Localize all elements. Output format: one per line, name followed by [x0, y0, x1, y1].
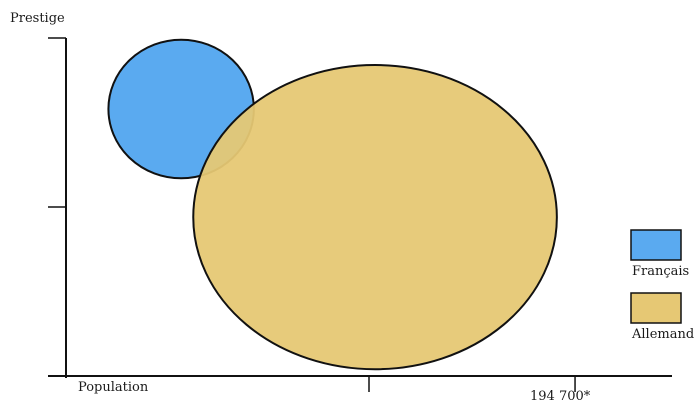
x-tick-label-end: 194 700* — [530, 389, 591, 404]
bubble-allemand — [192, 64, 558, 371]
bubbles — [107, 38, 558, 371]
legend-swatch-francais — [630, 229, 682, 261]
legend-label-francais: Français — [632, 264, 689, 279]
x-axis-label: Population — [78, 380, 149, 395]
legend-label-allemand: Allemand — [631, 327, 694, 342]
x-ticks — [368, 376, 576, 392]
legend-swatch-allemand — [630, 292, 682, 324]
y-axis-label: Prestige — [10, 11, 65, 26]
legend: Français Allemand — [630, 229, 694, 342]
y-ticks — [48, 37, 66, 208]
